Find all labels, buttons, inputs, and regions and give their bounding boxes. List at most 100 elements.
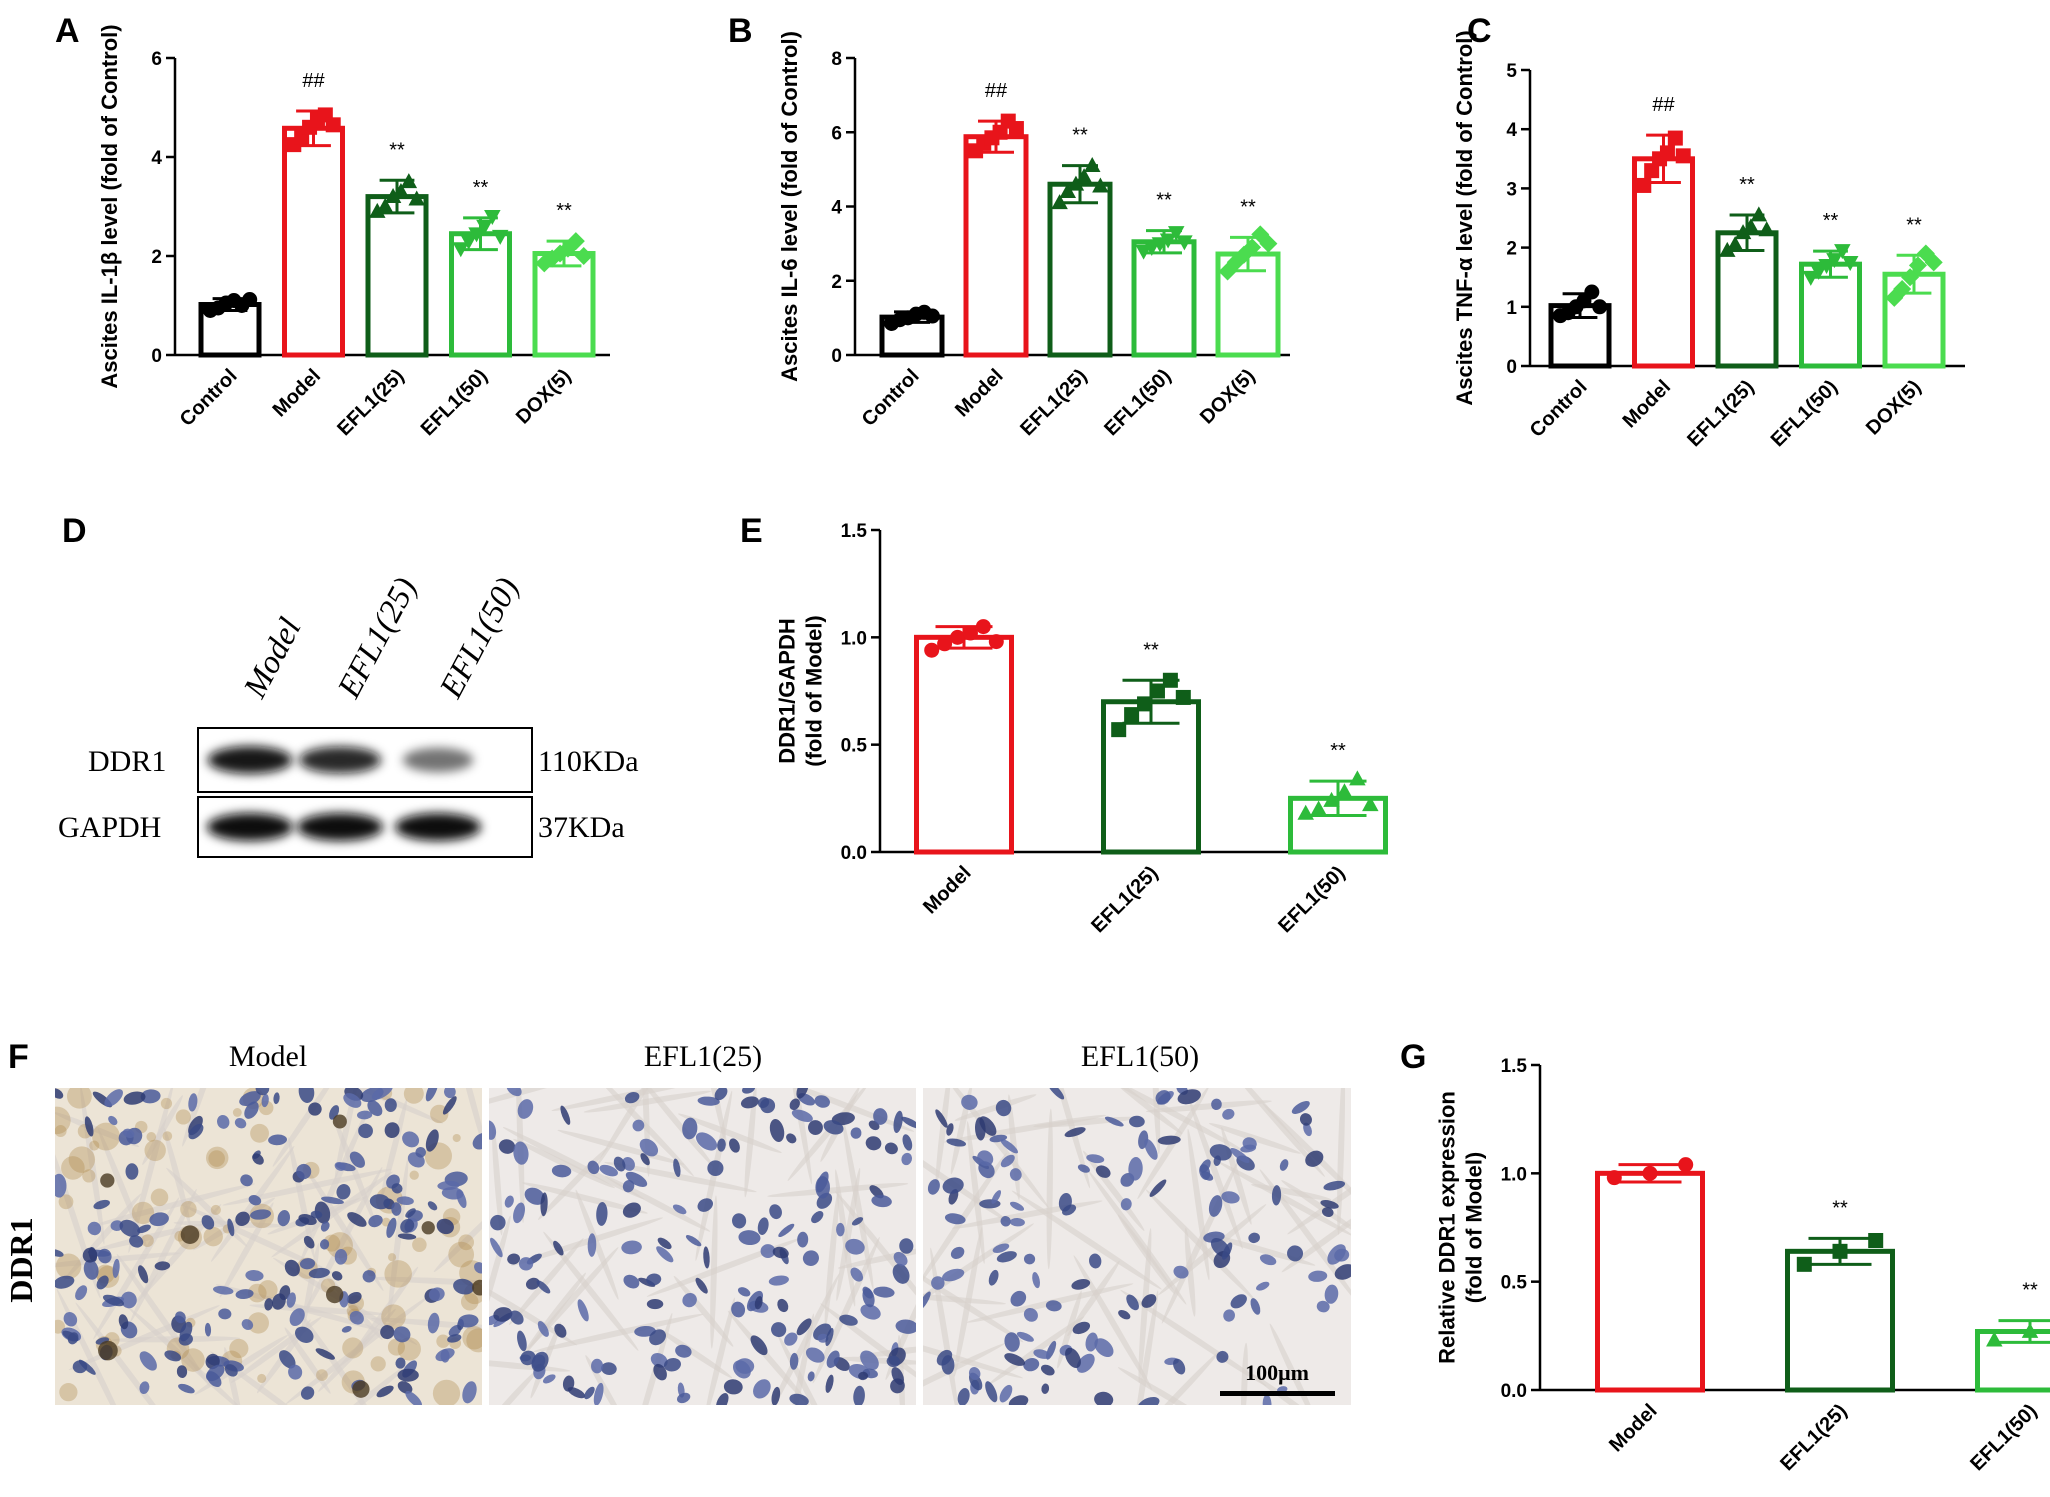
data-point-efl1-50 — [1802, 270, 1820, 286]
ihc-column-label-efl1-50: EFL1(50) — [1081, 1040, 1199, 1073]
data-point-dox-5 — [1893, 280, 1912, 299]
blot-band-ddr1-model — [207, 746, 293, 774]
data-point-dox-5 — [566, 232, 585, 251]
data-point-efl1-25 — [1137, 696, 1153, 712]
y-tick-label: 2 — [151, 247, 162, 268]
significance-efl1-25: ** — [389, 139, 405, 161]
x-tick-label-control: Control — [858, 365, 924, 431]
bar-model — [1595, 1170, 1705, 1393]
panel-letter-d: D — [62, 512, 87, 550]
y-axis-label-line: (fold of Model) — [1462, 1152, 1487, 1304]
y-tick-label: 6 — [831, 123, 842, 144]
data-point-efl1-50 — [491, 229, 509, 245]
y-tick-label: 0.5 — [841, 736, 868, 757]
data-point-dox-5 — [1908, 256, 1927, 275]
data-point-efl1-25 — [1832, 1243, 1848, 1259]
data-point-efl1-25 — [1719, 241, 1736, 257]
data-point-efl1-25 — [369, 202, 386, 218]
data-point-efl1-50 — [1323, 791, 1340, 807]
data-point-efl1-25 — [408, 190, 425, 206]
panel-letter-e: E — [740, 512, 763, 550]
x-tick-label-dox-5: DOX(5) — [1196, 365, 1259, 428]
data-point-efl1-25 — [1083, 157, 1101, 173]
data-point-efl1-50 — [468, 227, 485, 243]
panel-letter-f: F — [8, 1038, 29, 1076]
bar-model — [282, 125, 345, 358]
data-point-efl1-25 — [1075, 168, 1093, 184]
significance-efl1-25: ** — [1739, 174, 1755, 196]
data-point-model — [1636, 177, 1652, 193]
y-axis-label-line: DDR1/GAPDH — [775, 618, 800, 763]
data-point-efl1-25 — [1175, 689, 1191, 705]
data-point-efl1-25 — [1726, 236, 1744, 252]
data-point-dox-5 — [1901, 268, 1920, 287]
data-point-efl1-25 — [1758, 221, 1775, 237]
data-point-model — [1644, 163, 1660, 179]
y-tick-label: 3 — [1506, 179, 1517, 200]
significance-model: ## — [302, 70, 325, 92]
bar-efl1-25 — [1785, 1248, 1895, 1393]
western-blot: Model EFL1(25) EFL1(50) DDR1 GAPDH 110KD… — [58, 572, 639, 858]
bar-efl1-25 — [1047, 181, 1113, 358]
data-point-dox-5 — [1259, 234, 1278, 253]
blot-band-gapdh-efl1-25 — [297, 813, 383, 841]
ihc-image-efl1-50 — [923, 1088, 1351, 1405]
data-point-efl1-25 — [1162, 672, 1178, 688]
data-point-efl1-50 — [460, 234, 477, 250]
ihc-image-efl1-25 — [489, 1088, 916, 1405]
data-point-efl1-50 — [1349, 770, 1366, 786]
blot-row-label-ddr1: DDR1 — [88, 745, 166, 778]
significance-dox-5: ** — [1240, 196, 1256, 218]
data-point-efl1-50 — [452, 242, 470, 258]
ihc-panel: Model EFL1(25) EFL1(50) DDR1 100μm — [3, 1040, 1351, 1405]
x-tick-label-efl1-25: EFL1(25) — [1016, 365, 1091, 440]
scale-bar — [1220, 1391, 1335, 1396]
data-point-efl1-50 — [1167, 226, 1185, 242]
data-point-model — [962, 625, 978, 641]
data-point-model — [1008, 121, 1024, 137]
data-point-control — [1592, 299, 1608, 315]
x-tick-label-efl1-25: EFL1(25) — [1683, 376, 1758, 451]
data-point-model — [1606, 1170, 1622, 1186]
y-tick-label: 1 — [1506, 298, 1517, 319]
panel-letter-c: C — [1467, 12, 1492, 50]
bar-efl1-50 — [1975, 1329, 2050, 1393]
chart-ddr1-gapdh: 0.0 0.5 1.0 1.5 DDR1/GAPDH (fold of Model) Mod… — [775, 521, 1388, 937]
data-point-efl1-50 — [1841, 256, 1859, 272]
data-point-model — [924, 642, 940, 658]
data-point-model — [1675, 148, 1691, 164]
bar-model — [914, 634, 1014, 855]
x-tick-label-control: Control — [1526, 376, 1592, 442]
data-point-efl1-50 — [1310, 800, 1327, 816]
data-point-efl1-25 — [1796, 1256, 1812, 1272]
data-point-efl1-25 — [1868, 1233, 1884, 1248]
x-tick-label-dox-5: DOX(5) — [512, 365, 575, 428]
y-axis-label-line: Relative DDR1 expression — [1435, 1091, 1460, 1364]
bar-efl1-25 — [365, 194, 429, 358]
data-point-efl1-50 — [1834, 244, 1851, 260]
data-point-efl1-25 — [384, 187, 402, 203]
data-point-model — [1678, 1157, 1694, 1173]
significance-efl1-50: ** — [2022, 1280, 2038, 1302]
y-tick-label: 4 — [151, 148, 162, 169]
x-tick-label-efl1-25: EFL1(25) — [1087, 862, 1162, 937]
x-tick-label-dox-5: DOX(5) — [1862, 376, 1925, 439]
data-point-efl1-50 — [1986, 1331, 2003, 1347]
significance-efl1-25: ** — [1143, 639, 1159, 661]
data-point-efl1-25 — [1734, 224, 1752, 240]
chart-il1b: 0 2 4 6 Ascites IL-1β level (fold of Control… — [97, 24, 610, 440]
bar-efl1-50 — [1131, 239, 1197, 358]
data-point-dox-5 — [574, 247, 593, 265]
blot-size-gapdh: 37KDa — [538, 811, 625, 844]
y-axis-label: Ascites IL-6 level (fold of Control) — [777, 31, 802, 382]
y-tick-label: 0.0 — [841, 843, 867, 864]
data-point-efl1-25 — [1149, 683, 1165, 699]
y-axis-label: Ascites TNF-α level (fold of Control) — [1452, 30, 1477, 405]
data-point-model — [937, 636, 953, 652]
significance-dox-5: ** — [556, 200, 572, 222]
data-point-model — [975, 619, 991, 635]
data-point-efl1-25 — [392, 183, 410, 199]
scale-bar-label: 100μm — [1245, 1360, 1309, 1385]
x-tick-label-control: Control — [176, 365, 242, 431]
